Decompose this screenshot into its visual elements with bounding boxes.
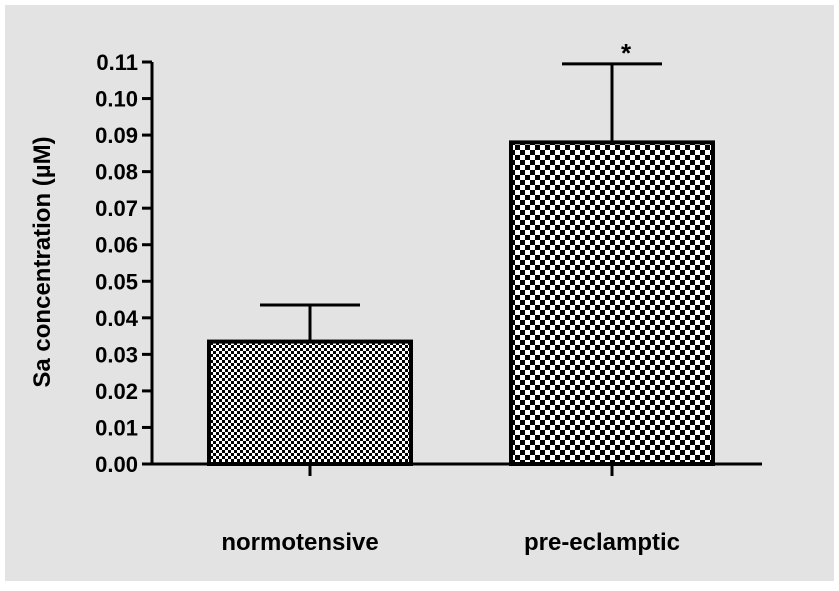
bar-pre-eclamptic [509, 140, 715, 466]
y-axis-label: Sa concentration (µM) [29, 136, 56, 387]
y-tick-label: 0.08 [95, 160, 138, 185]
significance-marker: * [621, 38, 632, 68]
y-tick-label: 0.05 [95, 269, 138, 294]
y-tick-label: 0.02 [95, 379, 138, 404]
y-tick-label: 0.04 [95, 306, 139, 331]
bar-normotensive [207, 339, 413, 466]
x-category-label: pre-eclamptic [524, 529, 680, 556]
y-tick-label: 0.06 [95, 233, 138, 258]
y-tick-label: 0.11 [96, 50, 138, 75]
y-tick-label: 0.00 [95, 452, 138, 477]
y-tick-label: 0.03 [95, 342, 138, 367]
x-category-label: normotensive [221, 529, 378, 556]
y-tick-label: 0.01 [95, 415, 138, 440]
y-tick-label: 0.09 [95, 123, 138, 148]
y-tick-label: 0.07 [95, 196, 138, 221]
plot-area: 0.00 0.01 0.02 0.03 0.04 0.05 0.06 0.07 0.08 0.09… [95, 38, 762, 556]
y-tick-label: 0.10 [95, 87, 138, 112]
